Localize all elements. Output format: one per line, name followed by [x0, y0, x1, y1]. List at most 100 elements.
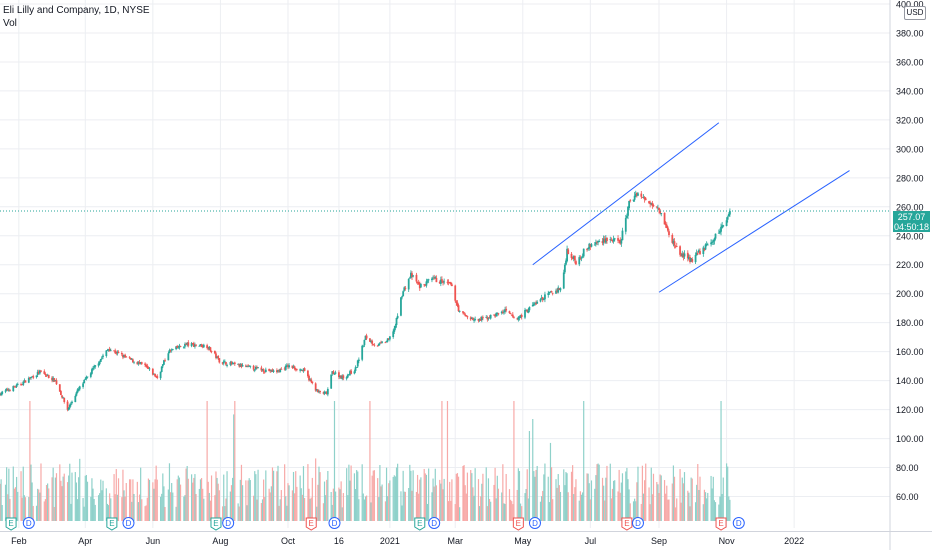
- candle-body: [547, 293, 550, 296]
- volume-bar: [722, 477, 724, 521]
- dividend-marker: D: [631, 517, 644, 529]
- volume-bar: [278, 505, 280, 521]
- volume-bar: [392, 476, 394, 521]
- volume-bar: [178, 477, 181, 521]
- svg-text:D: D: [332, 519, 338, 528]
- candle-body: [384, 342, 387, 344]
- candle-body: [232, 362, 235, 364]
- candle-body: [489, 314, 492, 319]
- candle-body: [557, 287, 560, 293]
- candle-body: [326, 388, 329, 395]
- candle-body: [294, 369, 297, 370]
- volume-bar: [675, 507, 677, 521]
- candle-body: [170, 349, 173, 351]
- volume-bar: [340, 481, 342, 521]
- candle-body: [216, 356, 218, 358]
- candle-body: [292, 366, 295, 368]
- candle-body: [540, 297, 543, 299]
- volume-bar: [200, 478, 203, 521]
- svg-text:D: D: [26, 519, 32, 528]
- volume-bar: [4, 484, 7, 521]
- volume-bar: [23, 495, 25, 521]
- symbol-title[interactable]: Eli Lilly and Company, 1D, NYSE: [3, 5, 150, 16]
- candle-body: [418, 283, 421, 289]
- candle-body: [309, 379, 312, 381]
- candles: [0, 190, 731, 412]
- volume-bar: [627, 479, 629, 521]
- candle-body: [21, 384, 24, 386]
- candle-body: [722, 225, 725, 227]
- candle-body: [588, 243, 591, 249]
- currency-badge[interactable]: USD: [904, 6, 926, 20]
- volume-bar: [16, 476, 18, 521]
- candle-body: [278, 369, 281, 372]
- trend-line-lower: [658, 170, 850, 293]
- candle-body: [441, 279, 443, 281]
- volume-bar: [706, 498, 708, 521]
- volume-bar: [423, 468, 425, 521]
- candle-body: [177, 347, 180, 349]
- volume-bar: [152, 482, 154, 521]
- candle-body: [295, 369, 298, 371]
- volume-bar: [617, 491, 619, 521]
- volume-bar: [256, 499, 258, 521]
- channel-lines[interactable]: [0, 122, 890, 293]
- candle-body: [423, 284, 426, 286]
- candle-body: [696, 253, 699, 255]
- volume-bar: [176, 479, 178, 521]
- candle-body: [544, 294, 546, 300]
- y-tick-label: 160.00: [896, 347, 924, 357]
- candle-body: [581, 255, 584, 257]
- volume-bar: [39, 492, 41, 521]
- candle-body: [186, 342, 189, 345]
- candle-body: [488, 317, 491, 319]
- candle-body: [84, 378, 87, 380]
- candle-body: [333, 373, 336, 375]
- volume-label[interactable]: Vol: [3, 18, 17, 29]
- candle-body: [315, 389, 318, 391]
- volume-bar: [356, 470, 358, 521]
- candle-body: [555, 290, 557, 294]
- volume-bar: [239, 479, 241, 521]
- y-tick-label: 260.00: [896, 202, 924, 212]
- candle-body: [53, 378, 56, 382]
- y-tick-label: 360.00: [896, 57, 924, 67]
- candle-body: [94, 365, 97, 367]
- candle-body: [280, 368, 283, 370]
- volume-bar: [682, 483, 684, 521]
- y-tick-label: 200.00: [896, 289, 924, 299]
- svg-text:E: E: [417, 519, 422, 528]
- candle-body: [416, 282, 419, 283]
- candle-body: [531, 304, 534, 307]
- volume-bar: [285, 496, 287, 521]
- volume-bar: [335, 491, 337, 521]
- candle-body: [332, 371, 335, 375]
- candle-body: [497, 313, 500, 315]
- volume-bar: [207, 481, 209, 521]
- volume-bar: [547, 476, 549, 521]
- volume-bar: [193, 477, 195, 521]
- candle-body: [117, 352, 120, 353]
- volume-bar: [86, 481, 89, 521]
- volume-bar: [666, 485, 668, 521]
- volume-bar: [83, 506, 85, 521]
- volume-bar: [175, 506, 177, 521]
- candle-body: [649, 202, 652, 204]
- candle-body: [527, 310, 530, 313]
- volume-bar: [90, 496, 92, 521]
- volume-bar: [490, 501, 492, 521]
- volume-bar: [84, 475, 86, 521]
- volume-bar: [548, 502, 550, 521]
- volume-bar: [657, 484, 659, 521]
- candle-body: [604, 238, 607, 243]
- volume-bar: [203, 498, 205, 521]
- candle-body: [559, 288, 562, 291]
- volume-bar: [291, 490, 294, 521]
- volume-bar: [656, 481, 658, 521]
- dividend-marker: D: [222, 517, 235, 529]
- candle-body: [535, 302, 537, 305]
